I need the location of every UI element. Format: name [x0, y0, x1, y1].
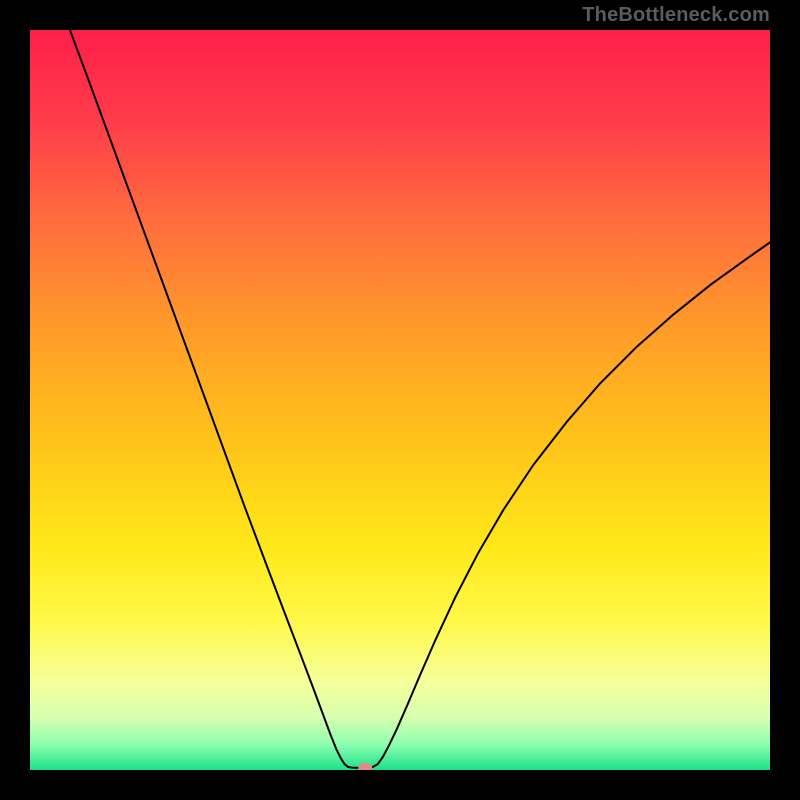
- gradient-background: [30, 30, 770, 770]
- chart-svg: [30, 30, 770, 770]
- plot-area: [30, 30, 770, 770]
- chart-frame: TheBottleneck.com: [0, 0, 800, 800]
- watermark-text: TheBottleneck.com: [582, 4, 770, 27]
